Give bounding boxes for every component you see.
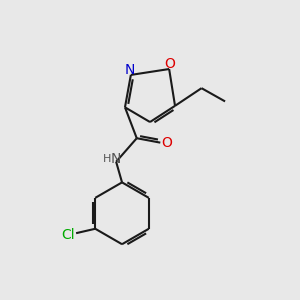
Text: Cl: Cl: [61, 228, 75, 242]
Text: O: O: [164, 57, 175, 71]
Text: O: O: [161, 136, 172, 150]
Text: N: N: [125, 63, 136, 77]
Text: N: N: [110, 152, 121, 166]
Text: H: H: [103, 154, 112, 164]
